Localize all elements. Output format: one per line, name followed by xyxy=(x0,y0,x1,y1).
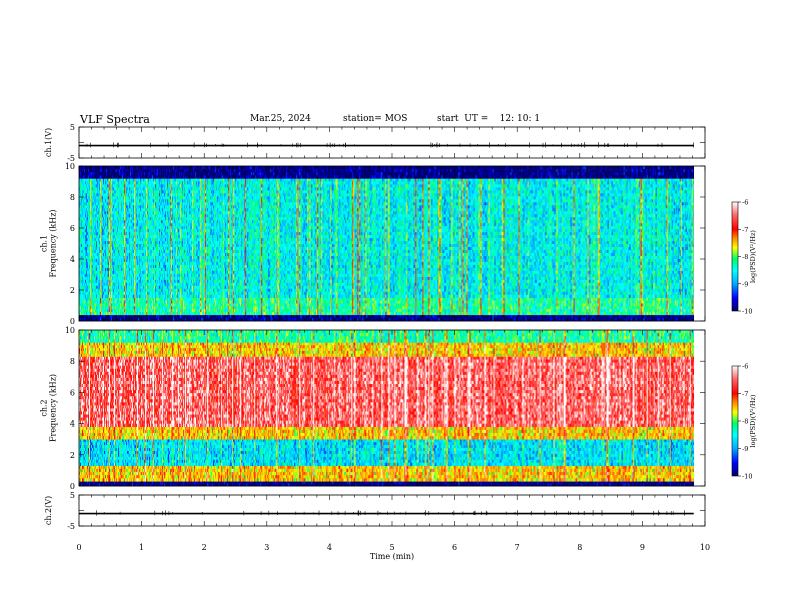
spectrogram-ch1 xyxy=(79,166,741,321)
vlf-figure: -10-9-8-7-6log(PSD)(V²/Hz)-10-9-8-7-6log… xyxy=(0,0,792,612)
